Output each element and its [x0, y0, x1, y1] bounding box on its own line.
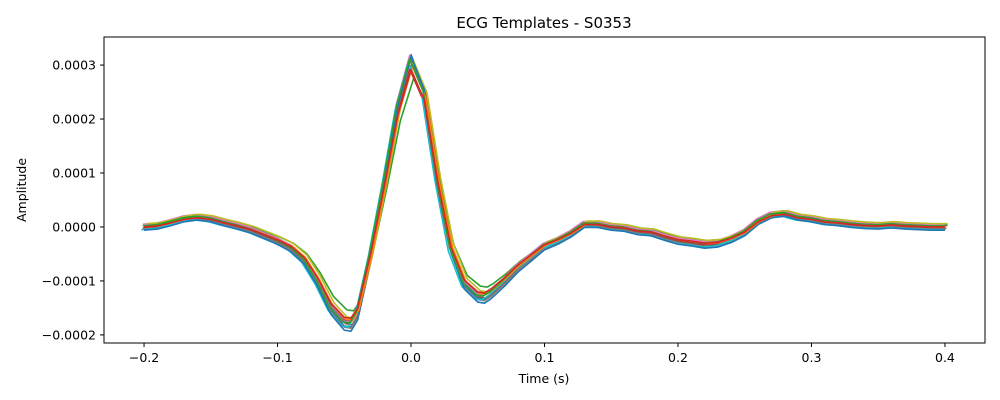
y-tick-label: 0.0001 [52, 166, 96, 181]
series-line-3 [146, 77, 948, 312]
y-tick-label: 0.0000 [52, 219, 96, 234]
y-tick-label: 0.0003 [52, 58, 96, 73]
x-tick-label: 0.4 [935, 350, 955, 365]
series-line-9 [146, 60, 948, 319]
series-line-4 [142, 68, 944, 322]
y-axis: −0.0002 −0.0001 0.0000 0.0001 0.0002 0.0003 [42, 58, 104, 342]
plot-frame [103, 36, 986, 344]
x-axis: −0.2 −0.1 0.0 0.1 0.2 0.3 0.4 [129, 343, 955, 365]
series-line-14 [143, 68, 945, 320]
x-tick-label: −0.2 [129, 350, 159, 365]
series-line-12 [145, 65, 947, 322]
series-line-8 [143, 57, 945, 330]
x-tick-label: 0.2 [668, 350, 688, 365]
series-line-5 [143, 56, 945, 323]
x-tick-label: −0.1 [262, 350, 292, 365]
series-line-11 [143, 55, 945, 333]
series-line-7 [142, 54, 944, 324]
y-tick-label: −0.0001 [42, 273, 96, 288]
y-tick-label: −0.0002 [42, 327, 96, 342]
series-line-13 [142, 57, 944, 324]
series-line-10 [141, 61, 943, 328]
series-line-2 [145, 61, 947, 322]
x-axis-label: Time (s) [518, 371, 570, 386]
series-line-1 [143, 53, 945, 328]
x-tick-label: 0.0 [401, 350, 421, 365]
y-axis-label: Amplitude [14, 158, 29, 222]
series-line-6 [145, 62, 947, 326]
series-lines [141, 53, 948, 333]
chart-title: ECG Templates - S0353 [456, 14, 631, 32]
y-tick-label: 0.0002 [52, 112, 96, 127]
x-tick-label: 0.1 [535, 350, 555, 365]
x-tick-label: 0.3 [802, 350, 822, 365]
